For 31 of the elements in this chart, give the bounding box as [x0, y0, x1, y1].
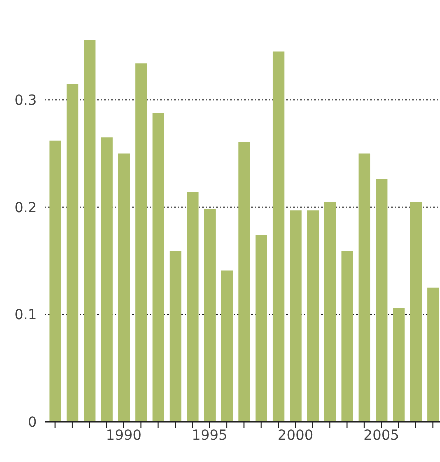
x-tick-label: 1995 — [192, 428, 228, 444]
bar — [272, 52, 285, 422]
x-tick-label: 2000 — [278, 428, 314, 444]
bar — [204, 210, 216, 422]
y-tick-label: 0.2 — [14, 200, 37, 216]
bar — [238, 142, 250, 422]
x-tick-label: 1990 — [106, 428, 142, 444]
bar — [428, 288, 440, 422]
bar — [358, 154, 371, 422]
bar — [290, 210, 302, 422]
bar — [324, 202, 336, 422]
bar — [342, 251, 354, 422]
bar — [256, 235, 268, 422]
y-tick-label: 0 — [28, 414, 37, 431]
bar — [118, 154, 130, 422]
bar — [101, 138, 113, 422]
bar — [136, 64, 148, 422]
bar — [393, 308, 405, 422]
bar — [50, 140, 62, 422]
x-tick-label: 2005 — [364, 428, 400, 444]
y-tick-label: 0.1 — [14, 308, 37, 324]
bar — [152, 112, 164, 422]
bar — [170, 251, 182, 422]
y-tick-label: 0.3 — [14, 93, 37, 110]
bar — [66, 84, 79, 422]
bar — [307, 210, 320, 422]
bar — [376, 179, 388, 422]
bar — [187, 192, 199, 422]
bar — [84, 40, 96, 422]
bar — [410, 202, 422, 422]
bar — [221, 270, 234, 422]
